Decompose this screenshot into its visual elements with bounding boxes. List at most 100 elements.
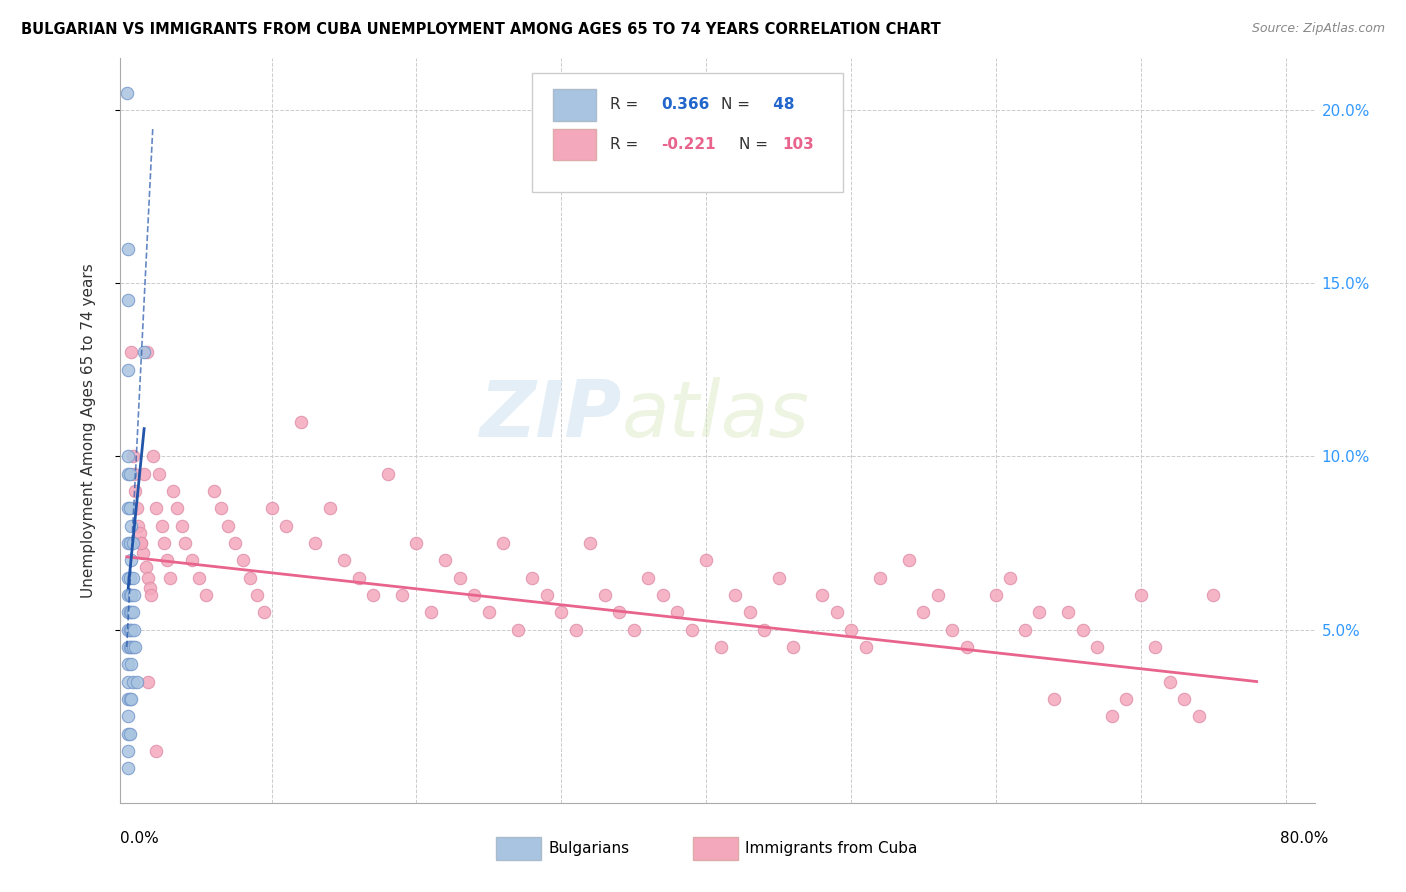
Point: [131, 546, 153, 560]
Point: [274, 518, 297, 533]
Point: [724, 588, 747, 602]
Point: [768, 571, 790, 585]
Point: [420, 605, 443, 619]
Point: [121, 536, 143, 550]
Text: Source: ZipAtlas.com: Source: ZipAtlas.com: [1251, 22, 1385, 36]
Point: [135, 560, 157, 574]
Point: [304, 536, 326, 550]
Point: [120, 553, 142, 567]
Point: [124, 483, 146, 498]
Point: [1057, 605, 1080, 619]
Point: [138, 674, 160, 689]
Point: [912, 605, 935, 619]
Point: [118, 640, 141, 654]
Text: 0.366: 0.366: [661, 97, 709, 112]
Point: [839, 623, 862, 637]
Point: [681, 623, 703, 637]
Point: [156, 553, 179, 567]
Point: [120, 588, 142, 602]
Point: [195, 588, 218, 602]
Point: [121, 571, 143, 585]
Text: 0.0%: 0.0%: [120, 831, 159, 846]
Point: [1129, 588, 1152, 602]
Point: [1071, 623, 1094, 637]
Point: [173, 536, 195, 550]
Text: 80.0%: 80.0%: [1281, 831, 1329, 846]
Point: [117, 363, 139, 377]
Point: [232, 553, 254, 567]
Point: [117, 293, 139, 308]
Point: [1115, 691, 1137, 706]
Point: [246, 588, 269, 602]
Point: [492, 536, 515, 550]
Point: [117, 691, 139, 706]
Point: [506, 623, 529, 637]
Point: [522, 571, 544, 585]
Point: [118, 623, 141, 637]
Point: [145, 744, 167, 758]
Y-axis label: Unemployment Among Ages 65 to 74 years: Unemployment Among Ages 65 to 74 years: [82, 263, 96, 598]
Point: [136, 345, 159, 359]
Point: [120, 623, 142, 637]
Point: [1202, 588, 1225, 602]
Point: [1000, 571, 1022, 585]
Point: [869, 571, 891, 585]
Point: [391, 588, 413, 602]
Point: [118, 691, 141, 706]
Point: [1144, 640, 1167, 654]
Point: [125, 674, 148, 689]
Point: [170, 518, 193, 533]
Point: [117, 242, 139, 256]
Point: [449, 571, 471, 585]
Point: [782, 640, 804, 654]
Point: [117, 623, 139, 637]
Point: [118, 501, 141, 516]
Point: [1043, 691, 1066, 706]
Point: [117, 744, 139, 758]
Point: [637, 571, 659, 585]
Text: BULGARIAN VS IMMIGRANTS FROM CUBA UNEMPLOYMENT AMONG AGES 65 TO 74 YEARS CORRELA: BULGARIAN VS IMMIGRANTS FROM CUBA UNEMPL…: [21, 22, 941, 37]
Point: [855, 640, 877, 654]
Point: [956, 640, 979, 654]
Text: Bulgarians: Bulgarians: [548, 841, 630, 855]
Point: [121, 450, 143, 464]
Text: N =: N =: [721, 97, 749, 112]
Point: [811, 588, 834, 602]
FancyBboxPatch shape: [531, 73, 842, 192]
Point: [181, 553, 204, 567]
Point: [121, 605, 143, 619]
Point: [153, 536, 176, 550]
Point: [166, 501, 188, 516]
Point: [118, 588, 141, 602]
Point: [224, 536, 246, 550]
Point: [142, 450, 165, 464]
FancyBboxPatch shape: [554, 89, 596, 120]
Point: [695, 553, 717, 567]
Text: 48: 48: [769, 97, 794, 112]
Point: [202, 483, 225, 498]
Point: [941, 623, 963, 637]
Point: [150, 518, 173, 533]
Point: [134, 345, 156, 359]
FancyBboxPatch shape: [554, 128, 596, 160]
Point: [162, 483, 184, 498]
Point: [463, 588, 485, 602]
Point: [1101, 709, 1123, 723]
Point: [253, 605, 276, 619]
Point: [127, 518, 149, 533]
Point: [623, 623, 645, 637]
Point: [333, 553, 356, 567]
Point: [1014, 623, 1036, 637]
Text: ZIP: ZIP: [479, 377, 621, 453]
Point: [117, 674, 139, 689]
Point: [290, 415, 312, 429]
Point: [148, 467, 170, 481]
Point: [117, 86, 139, 100]
Point: [579, 536, 602, 550]
Point: [117, 588, 139, 602]
Point: [318, 501, 340, 516]
Point: [239, 571, 262, 585]
Point: [118, 605, 141, 619]
Point: [120, 691, 142, 706]
Point: [1188, 709, 1211, 723]
